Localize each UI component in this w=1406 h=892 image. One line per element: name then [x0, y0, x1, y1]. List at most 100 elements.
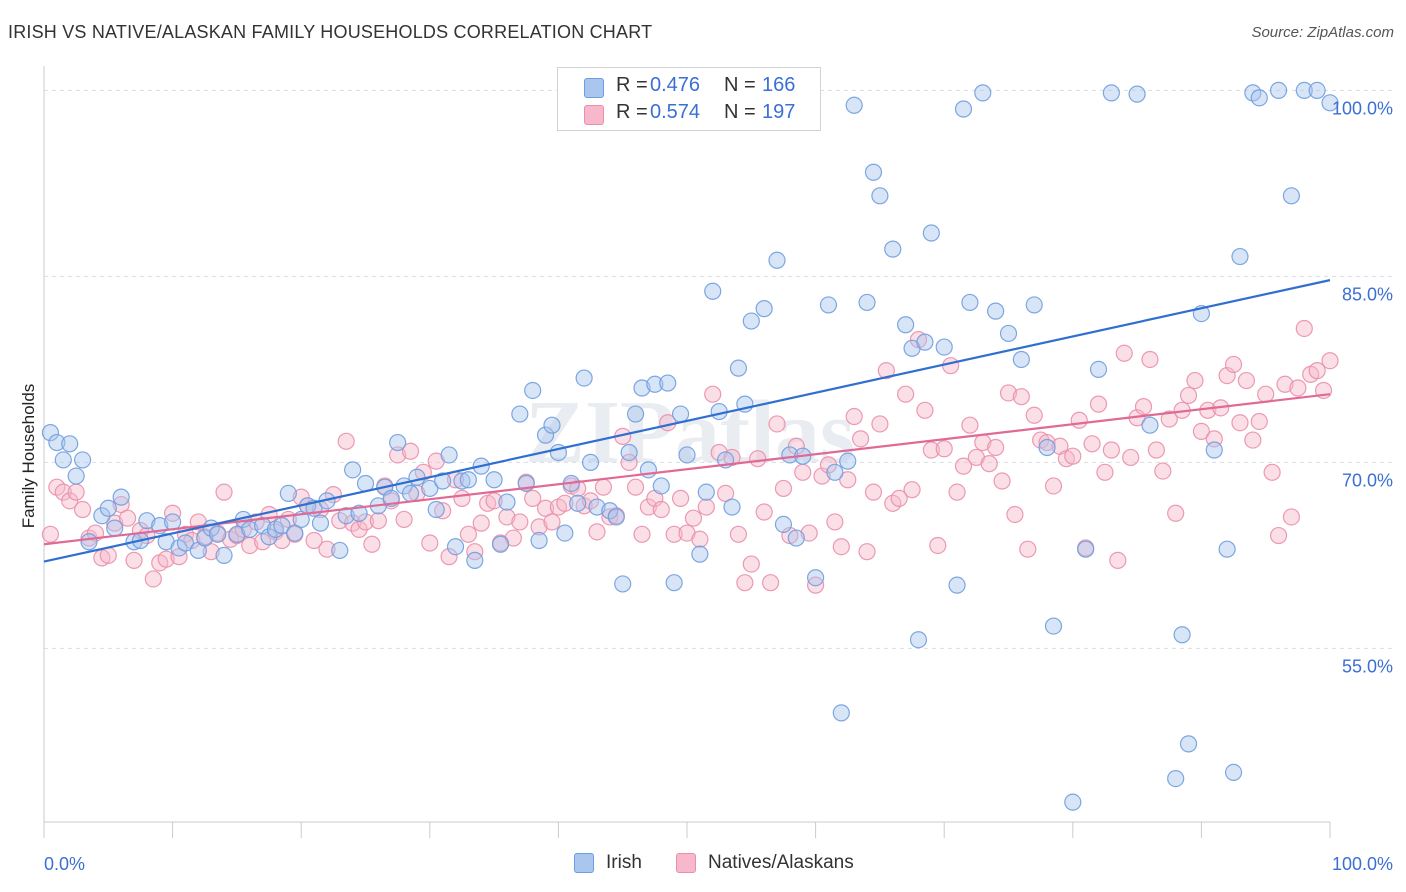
irish-point: [331, 541, 349, 560]
natives-point: [845, 407, 863, 426]
irish-point: [697, 483, 715, 501]
irish-point: [99, 499, 117, 517]
source-label: Source: ZipAtlas.com: [1251, 24, 1394, 41]
natives-point: [787, 437, 805, 455]
irish-point: [434, 472, 452, 490]
natives-point: [942, 357, 960, 375]
natives-point: [954, 457, 973, 475]
natives-point: [1070, 411, 1088, 429]
irish-swatch: [574, 853, 594, 873]
natives-point: [1096, 463, 1114, 481]
natives-point: [601, 508, 619, 526]
natives-point: [897, 385, 915, 403]
natives-point: [106, 514, 124, 532]
natives-trend-line: [43, 393, 1331, 546]
irish-points: [41, 81, 1339, 811]
natives-point: [588, 523, 606, 541]
irish-point: [569, 494, 587, 512]
irish-point: [215, 546, 233, 565]
natives-point: [1263, 463, 1281, 481]
natives-point: [1237, 371, 1256, 390]
irish-point: [601, 502, 619, 520]
natives-point: [1109, 551, 1127, 569]
natives-point: [157, 550, 175, 568]
irish-point: [453, 472, 471, 490]
irish-point: [864, 163, 883, 181]
natives-point: [684, 509, 703, 527]
natives-point: [1019, 540, 1037, 558]
natives-point: [948, 483, 966, 501]
irish-point: [228, 525, 246, 543]
x-min-label: 0.0%: [44, 854, 85, 874]
natives-point: [305, 531, 323, 550]
n-value: 197: [762, 101, 796, 123]
irish-point: [1282, 187, 1301, 205]
natives-point: [1321, 352, 1339, 370]
irish-point: [620, 443, 638, 462]
irish-point: [987, 302, 1005, 320]
natives-point: [691, 530, 709, 548]
natives-point: [852, 430, 870, 448]
natives-point: [652, 500, 670, 519]
irish-point: [581, 453, 600, 471]
natives-point: [1192, 422, 1211, 440]
natives-point: [318, 540, 336, 558]
natives-point: [61, 492, 79, 510]
irish-point: [344, 461, 362, 479]
irish-point: [819, 296, 838, 314]
natives-point: [1179, 386, 1198, 405]
irish-point: [575, 369, 593, 387]
natives-point: [903, 481, 921, 499]
irish-point: [723, 498, 741, 516]
irish-point: [80, 533, 98, 551]
natives-point: [440, 548, 458, 566]
natives-point: [498, 508, 516, 526]
natives-point: [993, 472, 1011, 490]
irish-point: [774, 515, 793, 534]
irish-point: [536, 426, 555, 444]
natives-point: [1025, 406, 1043, 424]
irish-point: [614, 575, 632, 593]
irish-point: [1179, 735, 1198, 753]
irish-point: [241, 520, 259, 538]
natives-point: [1308, 362, 1326, 380]
r-label: R =: [616, 101, 648, 123]
irish-point: [781, 446, 799, 464]
irish-point: [485, 471, 503, 489]
natives-swatch: [676, 853, 696, 873]
irish-point: [67, 467, 85, 485]
y-tick-label: 70.0%: [1342, 470, 1393, 490]
natives-point: [1282, 508, 1301, 526]
irish-point: [646, 375, 664, 393]
irish-point: [1038, 438, 1056, 457]
natives-point: [980, 455, 998, 473]
natives-point: [987, 438, 1005, 457]
r-value: 0.574: [650, 101, 701, 123]
natives-point: [421, 534, 439, 552]
legend-row-irish: R = 0.476 N = 166: [558, 72, 818, 100]
irish-point: [279, 484, 297, 502]
natives-point: [1064, 447, 1082, 465]
irish-point: [1231, 247, 1249, 266]
irish-point: [961, 293, 979, 312]
natives-point: [356, 513, 375, 531]
irish-point: [665, 574, 683, 592]
irish-point: [935, 338, 953, 356]
natives-point: [1006, 505, 1024, 524]
irish-point: [440, 446, 458, 464]
irish-point: [511, 405, 529, 423]
natives-point: [1289, 379, 1307, 397]
natives-point: [749, 450, 767, 468]
irish-point: [948, 576, 966, 594]
n-label: N =: [724, 74, 756, 96]
irish-point: [897, 316, 915, 334]
natives-point: [530, 518, 548, 536]
irish-point: [729, 359, 748, 377]
natives-point: [524, 489, 542, 507]
natives-point: [877, 362, 895, 380]
irish-point: [73, 451, 92, 469]
legend-label-irish: Irish: [606, 852, 642, 873]
natives-point: [1154, 462, 1172, 480]
irish-point: [1077, 540, 1095, 558]
natives-point: [511, 513, 529, 531]
